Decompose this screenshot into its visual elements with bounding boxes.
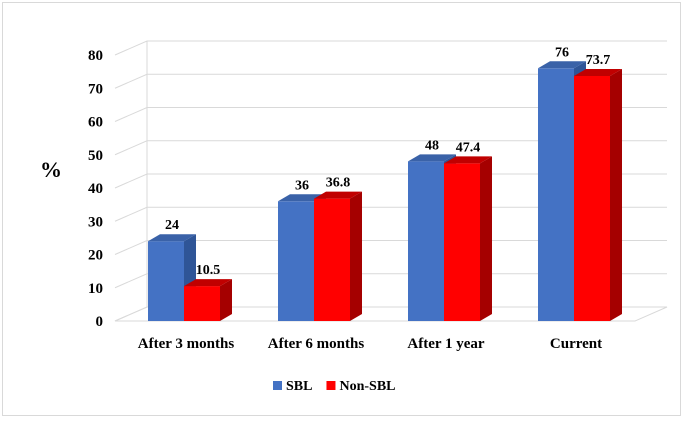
legend-item: Non-SBL	[326, 379, 396, 394]
bar	[444, 156, 492, 321]
bar-top	[408, 154, 456, 162]
bars	[148, 61, 622, 322]
data-label: 47.4	[456, 140, 481, 155]
x-tick-label: After 6 months	[268, 336, 365, 352]
bar-front	[408, 161, 444, 321]
x-tick-label: After 3 months	[138, 336, 235, 352]
y-axis: 0 10 20 30 40 50 60 70 80	[88, 48, 103, 330]
x-axis: After 3 months After 6 months After 1 year…	[138, 336, 602, 352]
bar-front	[278, 201, 314, 321]
legend-label: Non-SBL	[339, 379, 395, 394]
data-labels: 24 10.5 36 36.8 48 47.4 76 73.7	[165, 45, 610, 278]
bar-side	[610, 68, 622, 321]
legend-item: SBL	[273, 379, 312, 394]
data-label: 24	[165, 218, 179, 233]
y-tick-label: 50	[88, 148, 103, 164]
gridlines	[114, 40, 668, 322]
y-tick-label: 40	[88, 181, 103, 197]
bar	[314, 191, 362, 321]
y-tick-label: 20	[88, 248, 103, 264]
bar-top	[148, 234, 196, 242]
bar-top	[314, 191, 362, 199]
bar-top	[574, 68, 622, 76]
legend-swatch	[273, 381, 282, 390]
data-label: 73.7	[586, 53, 611, 68]
legend: SBL Non-SBL	[273, 379, 396, 394]
bar-front	[574, 75, 610, 321]
bar-top	[538, 61, 586, 69]
bar	[574, 68, 622, 321]
legend-swatch	[326, 381, 336, 390]
bar-front	[538, 68, 574, 321]
y-tick-label: 60	[88, 115, 103, 131]
bar	[184, 279, 232, 321]
bar-top	[184, 279, 232, 287]
y-axis-label: %	[40, 157, 62, 182]
bar-front	[314, 198, 350, 321]
x-tick-label: After 1 year	[407, 336, 485, 352]
data-label: 36	[295, 178, 309, 193]
bar-side	[350, 191, 362, 321]
y-tick-label: 30	[88, 214, 103, 230]
y-tick-label: 10	[88, 281, 103, 297]
bar-front	[184, 286, 220, 321]
x-tick-label: Current	[550, 336, 602, 352]
data-label: 76	[555, 45, 569, 60]
y-tick-label: 70	[88, 81, 103, 97]
legend-label: SBL	[286, 379, 312, 394]
data-label: 48	[425, 138, 439, 153]
bar-top	[444, 156, 492, 164]
gridline	[114, 40, 667, 56]
bar-front	[444, 163, 480, 321]
bar-chart: 0 10 20 30 40 50 60 70 80 24 10.5 36 36.8 48 47.4 76 73…	[40, 40, 668, 394]
data-label: 36.8	[326, 176, 351, 191]
y-tick-label: 80	[88, 48, 103, 64]
y-tick-label: 0	[96, 314, 104, 330]
bar-front	[148, 241, 184, 321]
chart-frame: 0 10 20 30 40 50 60 70 80 24 10.5 36 36.8 48 47.4 76 73…	[2, 2, 681, 416]
bar-side	[220, 279, 232, 321]
bar-side	[480, 156, 492, 321]
data-label: 10.5	[196, 263, 221, 278]
